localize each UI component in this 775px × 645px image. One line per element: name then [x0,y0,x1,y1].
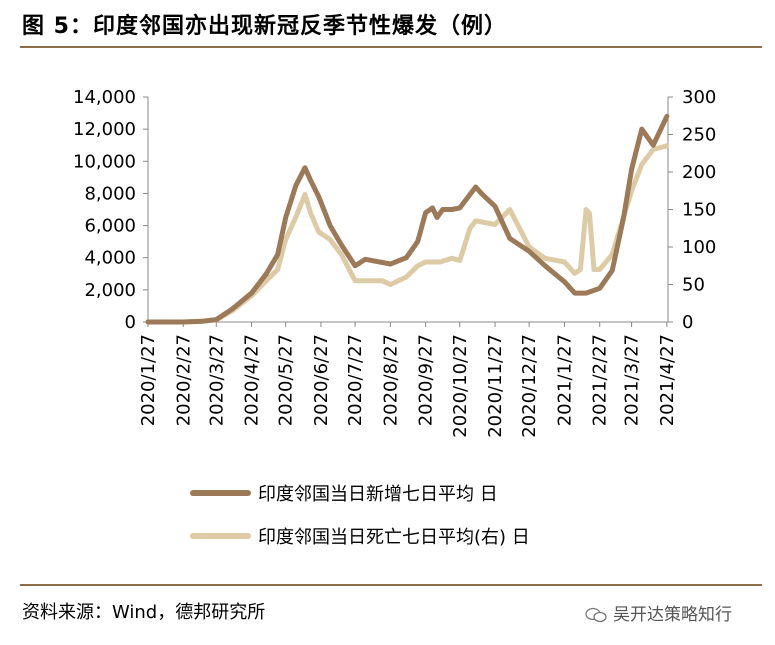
series-line [145,143,670,325]
x-tick-label: 2020/2/27 [173,334,194,426]
x-tick-label: 2021/3/27 [622,334,643,426]
legend-label: 印度邻国当日新增七日平均 日 [258,484,498,505]
series-line [145,113,670,325]
y-left-tick-label: 2,000 [84,280,136,301]
y-right-tick-label: 200 [682,162,716,183]
x-tick-label: 2021/1/27 [554,334,575,426]
watermark-text: 吴开达策略知行 [613,605,732,625]
top-rule [20,46,762,48]
x-tick-label: 2020/1/27 [138,334,159,426]
x-tick-label: 2021/4/27 [657,334,678,426]
y-right-tick-label: 50 [682,275,705,296]
y-right-tick-label: 0 [682,312,693,333]
figure-title: 图 5：印度邻国亦出现新冠反季节性爆发（例） [22,14,507,39]
y-right-tick-label: 150 [682,200,716,221]
y-left-tick-label: 6,000 [84,216,136,237]
y-right-tick-label: 300 [682,87,716,108]
y-left-tick-label: 10,000 [73,151,136,172]
x-tick-label: 2020/9/27 [416,334,437,426]
legend-label: 印度邻国当日死亡七日平均(右) 日 [258,527,530,548]
x-tick-label: 2020/4/27 [242,334,263,426]
x-tick-label: 2020/11/27 [485,334,506,438]
y-right-tick-label: 250 [682,125,716,146]
x-tick-label: 2020/5/27 [276,334,297,426]
x-tick-label: 2020/12/27 [519,334,540,438]
x-tick-label: 2021/2/27 [590,334,611,426]
x-tick-label: 2020/3/27 [206,334,227,426]
watermark: 吴开达策略知行 [585,600,732,625]
y-left-tick-label: 4,000 [84,248,136,269]
chart-axes: 0 2,000 4,000 6,000 8,000 10,000 12,000 14,000 0… [73,87,716,438]
y-right-tick-label: 100 [682,237,716,258]
y-left-tick-label: 8,000 [84,183,136,204]
wechat-icon [585,607,607,623]
y-left-tick-label: 12,000 [73,119,136,140]
y-left-tick-label: 0 [125,312,136,333]
x-tick-label: 2020/6/27 [311,334,332,426]
x-tick-label: 2020/8/27 [380,334,401,426]
line-chart: 0 2,000 4,000 6,000 8,000 10,000 12,000 14,000 0… [73,87,716,548]
bottom-rule [20,584,762,586]
x-tick-label: 2020/7/27 [345,334,366,426]
source-note: 资料来源：Wind，德邦研究所 [22,602,266,623]
y-left-tick-label: 14,000 [73,87,136,108]
x-tick-label: 2020/10/27 [450,334,471,438]
series-layer [145,113,670,325]
